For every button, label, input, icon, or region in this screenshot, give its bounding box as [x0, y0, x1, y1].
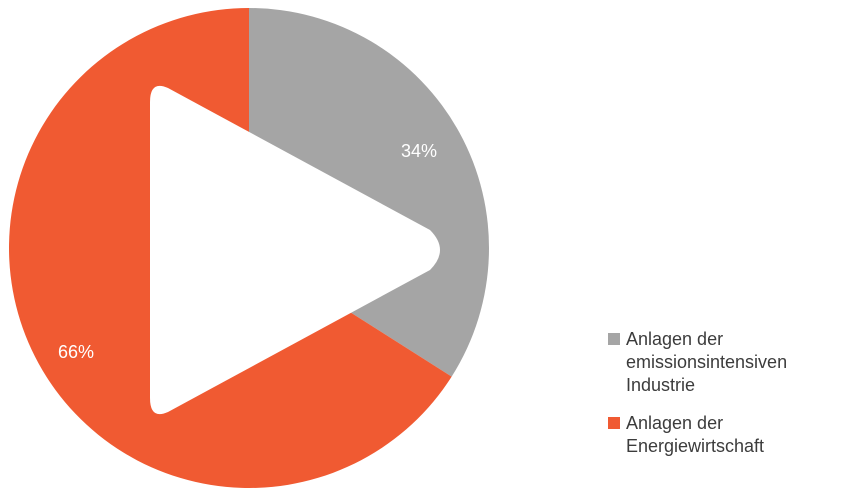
- legend-item-energiewirtschaft: Anlagen der Energiewirtschaft: [608, 412, 848, 458]
- legend-item-industrie: Anlagen der emissionsintensiven Industri…: [608, 328, 848, 397]
- slice-label-energiewirtschaft: 66%: [58, 342, 94, 362]
- legend-label-industrie: Anlagen der emissionsintensiven Industri…: [626, 329, 788, 395]
- play-icon[interactable]: [150, 85, 440, 415]
- legend-label-energiewirtschaft: Anlagen der Energiewirtschaft: [626, 413, 765, 456]
- legend-swatch-energiewirtschaft: [608, 417, 620, 429]
- slice-labels: 34% 66%: [58, 141, 437, 362]
- slice-label-industrie: 34%: [401, 141, 437, 161]
- legend-swatch-industrie: [608, 333, 620, 345]
- legend: Anlagen der emissionsintensiven Industri…: [608, 328, 848, 473]
